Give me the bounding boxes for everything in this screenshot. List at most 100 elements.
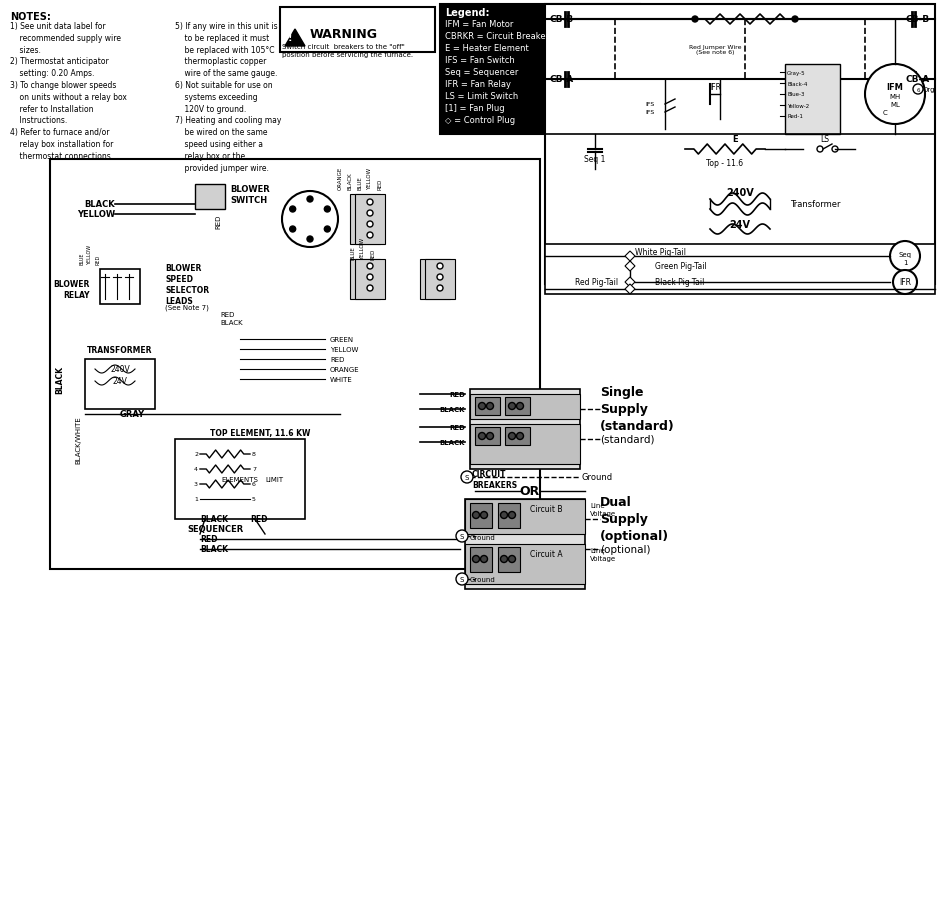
Text: BLOWER
SPEED
SELECTOR
LEADS: BLOWER SPEED SELECTOR LEADS xyxy=(165,263,209,306)
Circle shape xyxy=(282,192,338,248)
Text: Yellow-2: Yellow-2 xyxy=(787,104,809,108)
Circle shape xyxy=(472,512,480,519)
Circle shape xyxy=(367,263,373,270)
Text: GRAY: GRAY xyxy=(120,410,145,419)
Text: OR: OR xyxy=(520,485,541,498)
Text: NOTES:: NOTES: xyxy=(10,12,51,22)
Text: BLACK/WHITE: BLACK/WHITE xyxy=(75,416,81,464)
Text: RED: RED xyxy=(330,356,345,363)
Text: ELEMENTS: ELEMENTS xyxy=(221,476,258,483)
Text: Seq 1: Seq 1 xyxy=(584,155,606,164)
Circle shape xyxy=(501,556,507,563)
Circle shape xyxy=(481,556,487,563)
Text: Black-4: Black-4 xyxy=(787,81,807,87)
Bar xyxy=(470,425,580,465)
Text: RED: RED xyxy=(96,254,101,264)
Polygon shape xyxy=(625,252,635,262)
Text: White Pig-Tail: White Pig-Tail xyxy=(635,248,686,257)
Text: (optional): (optional) xyxy=(600,545,651,555)
Text: BLACK: BLACK xyxy=(440,407,465,412)
Bar xyxy=(350,195,380,244)
Text: Single
Supply
(standard): Single Supply (standard) xyxy=(600,386,674,433)
Text: BLACK: BLACK xyxy=(200,515,228,524)
Text: Seq = Sequencer: Seq = Sequencer xyxy=(445,68,519,77)
Text: BLUE: BLUE xyxy=(357,176,363,189)
Bar xyxy=(355,195,385,244)
Circle shape xyxy=(362,286,368,291)
Text: WARNING: WARNING xyxy=(310,29,378,41)
Circle shape xyxy=(479,403,485,410)
Circle shape xyxy=(479,433,485,440)
Text: IFS: IFS xyxy=(646,103,655,107)
Text: 24V: 24V xyxy=(730,220,750,230)
Bar xyxy=(100,270,140,305)
Bar xyxy=(440,5,640,135)
Text: 240V: 240V xyxy=(110,365,130,374)
Text: MH: MH xyxy=(889,94,901,100)
Text: BLACK: BLACK xyxy=(200,545,228,554)
Text: Circuit B: Circuit B xyxy=(530,505,562,514)
Text: CB-A: CB-A xyxy=(550,76,574,85)
Text: 3: 3 xyxy=(194,482,198,487)
Bar xyxy=(498,548,520,573)
Text: Red-1: Red-1 xyxy=(787,115,803,119)
Text: Top - 11.6: Top - 11.6 xyxy=(707,159,744,167)
Text: 4: 4 xyxy=(194,467,198,472)
Text: 24V: 24V xyxy=(112,377,127,386)
Bar xyxy=(50,160,540,569)
Circle shape xyxy=(832,147,838,152)
Text: Green Pig-Tail: Green Pig-Tail xyxy=(655,262,707,272)
Text: 2: 2 xyxy=(194,452,198,457)
Text: Red Pig-Tail: Red Pig-Tail xyxy=(575,278,618,287)
Text: CB-A: CB-A xyxy=(905,76,930,85)
Text: YELLOW: YELLOW xyxy=(330,346,358,353)
Circle shape xyxy=(437,286,443,291)
Text: IFS: IFS xyxy=(646,110,655,115)
Text: LS: LS xyxy=(821,135,829,144)
Text: S: S xyxy=(460,576,465,583)
Circle shape xyxy=(456,530,468,542)
Bar xyxy=(545,5,935,285)
Text: BLUE: BLUE xyxy=(351,246,355,260)
Text: CIRCUIT
BREAKERS: CIRCUIT BREAKERS xyxy=(472,469,517,490)
Text: RED: RED xyxy=(220,312,235,318)
Text: ORANGE: ORANGE xyxy=(330,366,360,373)
Bar xyxy=(465,500,585,534)
Text: SEQUENCER: SEQUENCER xyxy=(187,524,243,533)
Bar xyxy=(195,185,225,210)
Bar xyxy=(280,8,435,53)
Text: TRANSFORMER: TRANSFORMER xyxy=(87,345,153,354)
Text: S: S xyxy=(465,474,469,481)
Text: ORANGE: ORANGE xyxy=(337,167,343,189)
Text: ML: ML xyxy=(890,102,900,108)
Text: Circuit A: Circuit A xyxy=(530,550,562,559)
Circle shape xyxy=(456,574,468,585)
Text: BLOWER
RELAY: BLOWER RELAY xyxy=(53,280,90,299)
Text: TOP ELEMENT, 11.6 KW: TOP ELEMENT, 11.6 KW xyxy=(210,428,311,437)
Circle shape xyxy=(362,222,368,227)
Text: GREEN: GREEN xyxy=(330,336,354,343)
Text: Transformer: Transformer xyxy=(790,200,841,209)
Circle shape xyxy=(362,263,368,270)
Circle shape xyxy=(432,286,438,291)
Circle shape xyxy=(432,263,438,270)
Text: IFM = Fan Motor: IFM = Fan Motor xyxy=(445,20,513,29)
Bar xyxy=(470,390,580,469)
Text: ◇ = Control Plug: ◇ = Control Plug xyxy=(445,115,515,124)
Text: RED: RED xyxy=(370,248,375,260)
Circle shape xyxy=(437,263,443,270)
Text: RED: RED xyxy=(449,425,465,430)
Bar xyxy=(85,360,155,410)
Text: Switch circuit  breakers to the "off"
position before servicing the furnace.: Switch circuit breakers to the "off" pos… xyxy=(282,44,413,58)
Text: 1: 1 xyxy=(902,260,907,266)
Bar xyxy=(475,428,500,446)
Circle shape xyxy=(461,472,473,483)
Circle shape xyxy=(290,207,295,213)
Text: IFM: IFM xyxy=(886,82,903,91)
Text: YELLOW: YELLOW xyxy=(360,237,366,260)
Circle shape xyxy=(290,226,295,233)
Text: LS = Limit Switch: LS = Limit Switch xyxy=(445,92,519,101)
Text: Ground: Ground xyxy=(470,576,496,583)
Circle shape xyxy=(792,17,798,23)
Text: IFR = Fan Relay: IFR = Fan Relay xyxy=(445,80,511,89)
